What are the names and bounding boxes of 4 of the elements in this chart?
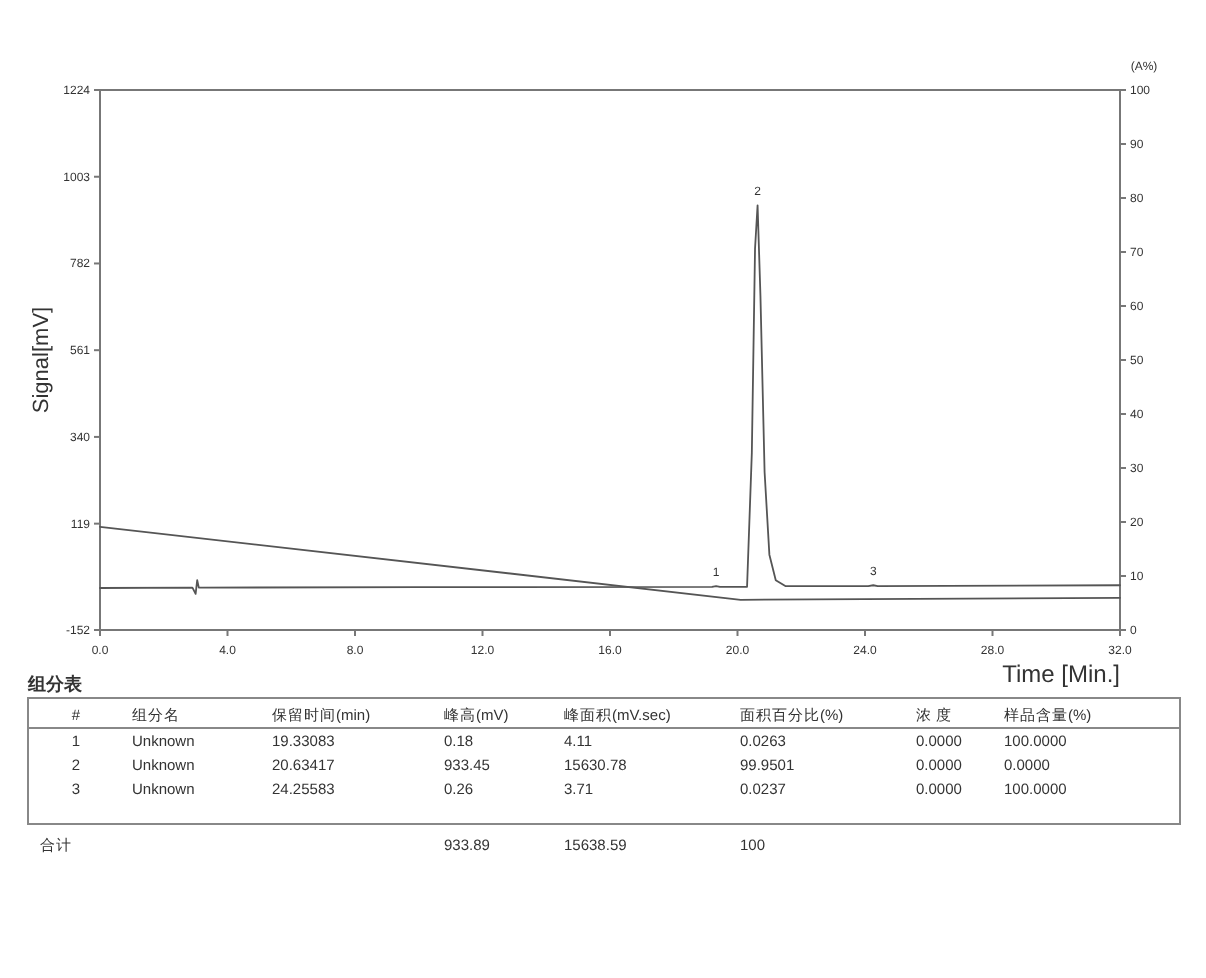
text: 组分表 [26, 674, 84, 694]
y-axis-title: Signal[mV] [30, 306, 54, 414]
line-series [99, 204, 1121, 595]
x-axis-title: Time [Min.] [1002, 660, 1120, 688]
